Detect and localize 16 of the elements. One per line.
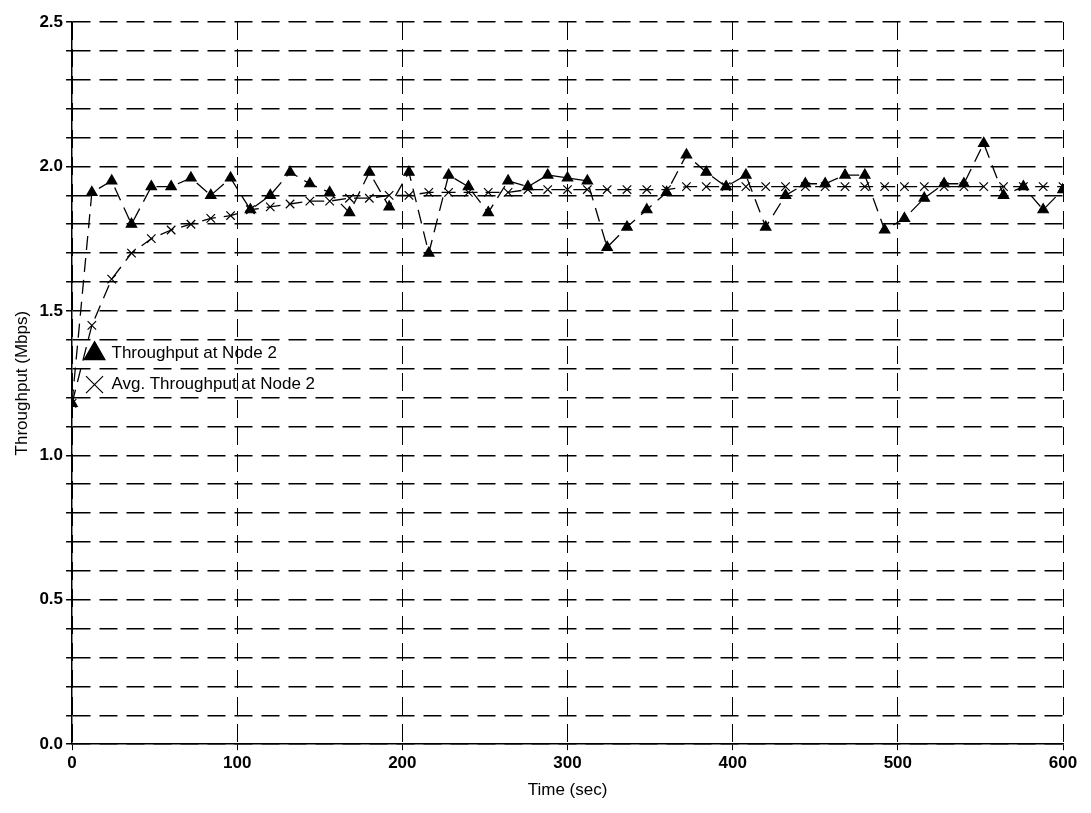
y-axis-title: Throughput (Mbps) (11, 310, 31, 456)
y-tick-label: 2.0 (39, 156, 64, 176)
y-tick-label: 2.5 (39, 11, 64, 31)
y-tick-label: 0.0 (39, 733, 64, 753)
x-tick-label: 600 (1048, 753, 1078, 773)
x-tick-label: 500 (883, 753, 913, 773)
legend-label: Avg. Throughput at Node 2 (111, 374, 316, 394)
x-tick-label: 100 (223, 753, 252, 773)
x-tick-label: 300 (553, 753, 582, 773)
y-tick-label: 1.5 (39, 300, 64, 320)
x-tick-label: 200 (388, 753, 417, 773)
y-tick-label: 1.0 (39, 445, 64, 465)
x-axis-title: Time (sec) (527, 780, 608, 800)
x-tick-label: 0 (67, 753, 77, 773)
y-tick-label: 0.5 (39, 589, 64, 609)
x-tick-label: 400 (718, 753, 747, 773)
